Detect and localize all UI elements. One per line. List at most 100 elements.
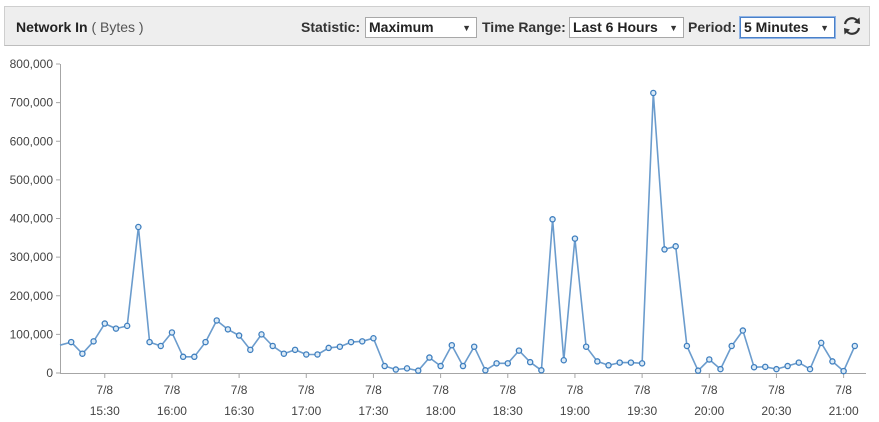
data-point	[482, 367, 489, 374]
period-select[interactable]: 5 Minutes ▼	[740, 17, 835, 38]
data-point	[605, 362, 612, 369]
data-point	[694, 367, 702, 374]
data-point	[650, 89, 657, 97]
data-point	[728, 342, 735, 350]
x-tick-time: 21:00	[829, 404, 859, 418]
data-point	[549, 216, 556, 223]
x-tick-date: 7/8	[567, 383, 584, 397]
x-tick-time: 15:30	[90, 404, 120, 418]
data-point	[213, 317, 220, 324]
x-tick-time: 20:00	[694, 404, 724, 418]
data-point	[795, 359, 803, 366]
data-point	[247, 346, 254, 354]
x-tick-date: 7/8	[701, 383, 718, 397]
data-point	[146, 338, 153, 346]
x-tick-time: 18:00	[426, 404, 456, 418]
refresh-icon	[843, 17, 861, 35]
statistic-select[interactable]: Maximum ▼	[365, 17, 477, 38]
metric-name: Network In	[16, 19, 88, 35]
data-point	[291, 346, 299, 354]
data-point	[235, 332, 243, 339]
data-point	[224, 326, 232, 333]
data-point	[336, 343, 344, 350]
period-label: Period:	[688, 19, 737, 35]
data-point	[123, 322, 131, 330]
y-tick-label: 400,000	[10, 212, 54, 226]
x-tick-time: 18:30	[493, 404, 523, 418]
data-point	[258, 331, 265, 338]
data-point	[459, 362, 467, 370]
y-tick-label: 700,000	[10, 96, 54, 110]
data-point	[784, 362, 791, 370]
y-tick-label: 200,000	[10, 289, 54, 303]
period-value: 5 Minutes	[744, 19, 809, 35]
data-point	[392, 366, 400, 373]
data-point	[202, 338, 209, 346]
data-point	[325, 344, 332, 352]
chevron-down-icon: ▼	[820, 23, 829, 33]
data-point	[314, 351, 321, 358]
data-point	[381, 362, 388, 370]
data-point	[90, 338, 97, 345]
data-point	[101, 320, 109, 327]
series-line	[59, 92, 856, 372]
x-tick-date: 7/8	[96, 383, 113, 397]
data-point	[829, 358, 836, 365]
data-point	[683, 342, 691, 350]
y-tick-label: 0	[46, 366, 53, 380]
time-range-label: Time Range:	[482, 19, 566, 35]
x-tick-time: 17:00	[291, 404, 321, 418]
data-point	[571, 235, 579, 242]
y-tick-label: 600,000	[10, 134, 54, 148]
data-point	[269, 342, 276, 350]
data-point	[806, 365, 814, 373]
data-point	[437, 362, 444, 370]
data-point	[470, 343, 478, 350]
data-point	[79, 350, 86, 357]
data-point	[504, 360, 512, 367]
data-point	[750, 363, 758, 371]
data-point	[493, 360, 500, 367]
data-point	[638, 360, 646, 367]
data-point	[627, 359, 635, 366]
data-point	[358, 338, 366, 345]
data-point	[526, 358, 534, 366]
x-tick-time: 17:30	[358, 404, 388, 418]
y-tick-label: 500,000	[10, 173, 54, 187]
data-point	[414, 367, 422, 374]
data-point	[135, 223, 142, 231]
refresh-button[interactable]	[841, 15, 863, 37]
x-tick-date: 7/8	[499, 383, 516, 397]
chevron-down-icon: ▼	[462, 23, 471, 33]
data-point	[661, 246, 668, 253]
x-tick-date: 7/8	[365, 383, 382, 397]
data-point	[157, 342, 164, 350]
statistic-label: Statistic:	[301, 19, 361, 35]
x-tick-time: 19:00	[560, 404, 590, 418]
y-tick-label: 100,000	[10, 327, 54, 341]
data-point	[303, 351, 310, 358]
time-range-select[interactable]: Last 6 Hours ▼	[569, 17, 684, 38]
y-tick-label: 800,000	[10, 57, 54, 71]
data-point	[370, 334, 377, 342]
data-point	[515, 347, 523, 354]
data-point	[448, 341, 456, 349]
data-point	[347, 338, 355, 346]
statistic-value: Maximum	[369, 19, 434, 35]
data-point	[280, 350, 288, 357]
x-tick-date: 7/8	[298, 383, 315, 397]
data-point	[67, 338, 75, 346]
data-point	[426, 354, 433, 361]
data-point	[706, 356, 713, 363]
x-tick-time: 16:30	[224, 404, 254, 418]
data-point	[582, 343, 590, 350]
x-tick-date: 7/8	[768, 383, 785, 397]
data-point	[840, 367, 847, 375]
x-tick-date: 7/8	[231, 383, 248, 397]
data-point	[717, 365, 724, 373]
x-tick-time: 19:30	[627, 404, 657, 418]
data-point	[851, 342, 859, 350]
data-point	[773, 365, 780, 373]
x-tick-time: 16:00	[157, 404, 187, 418]
